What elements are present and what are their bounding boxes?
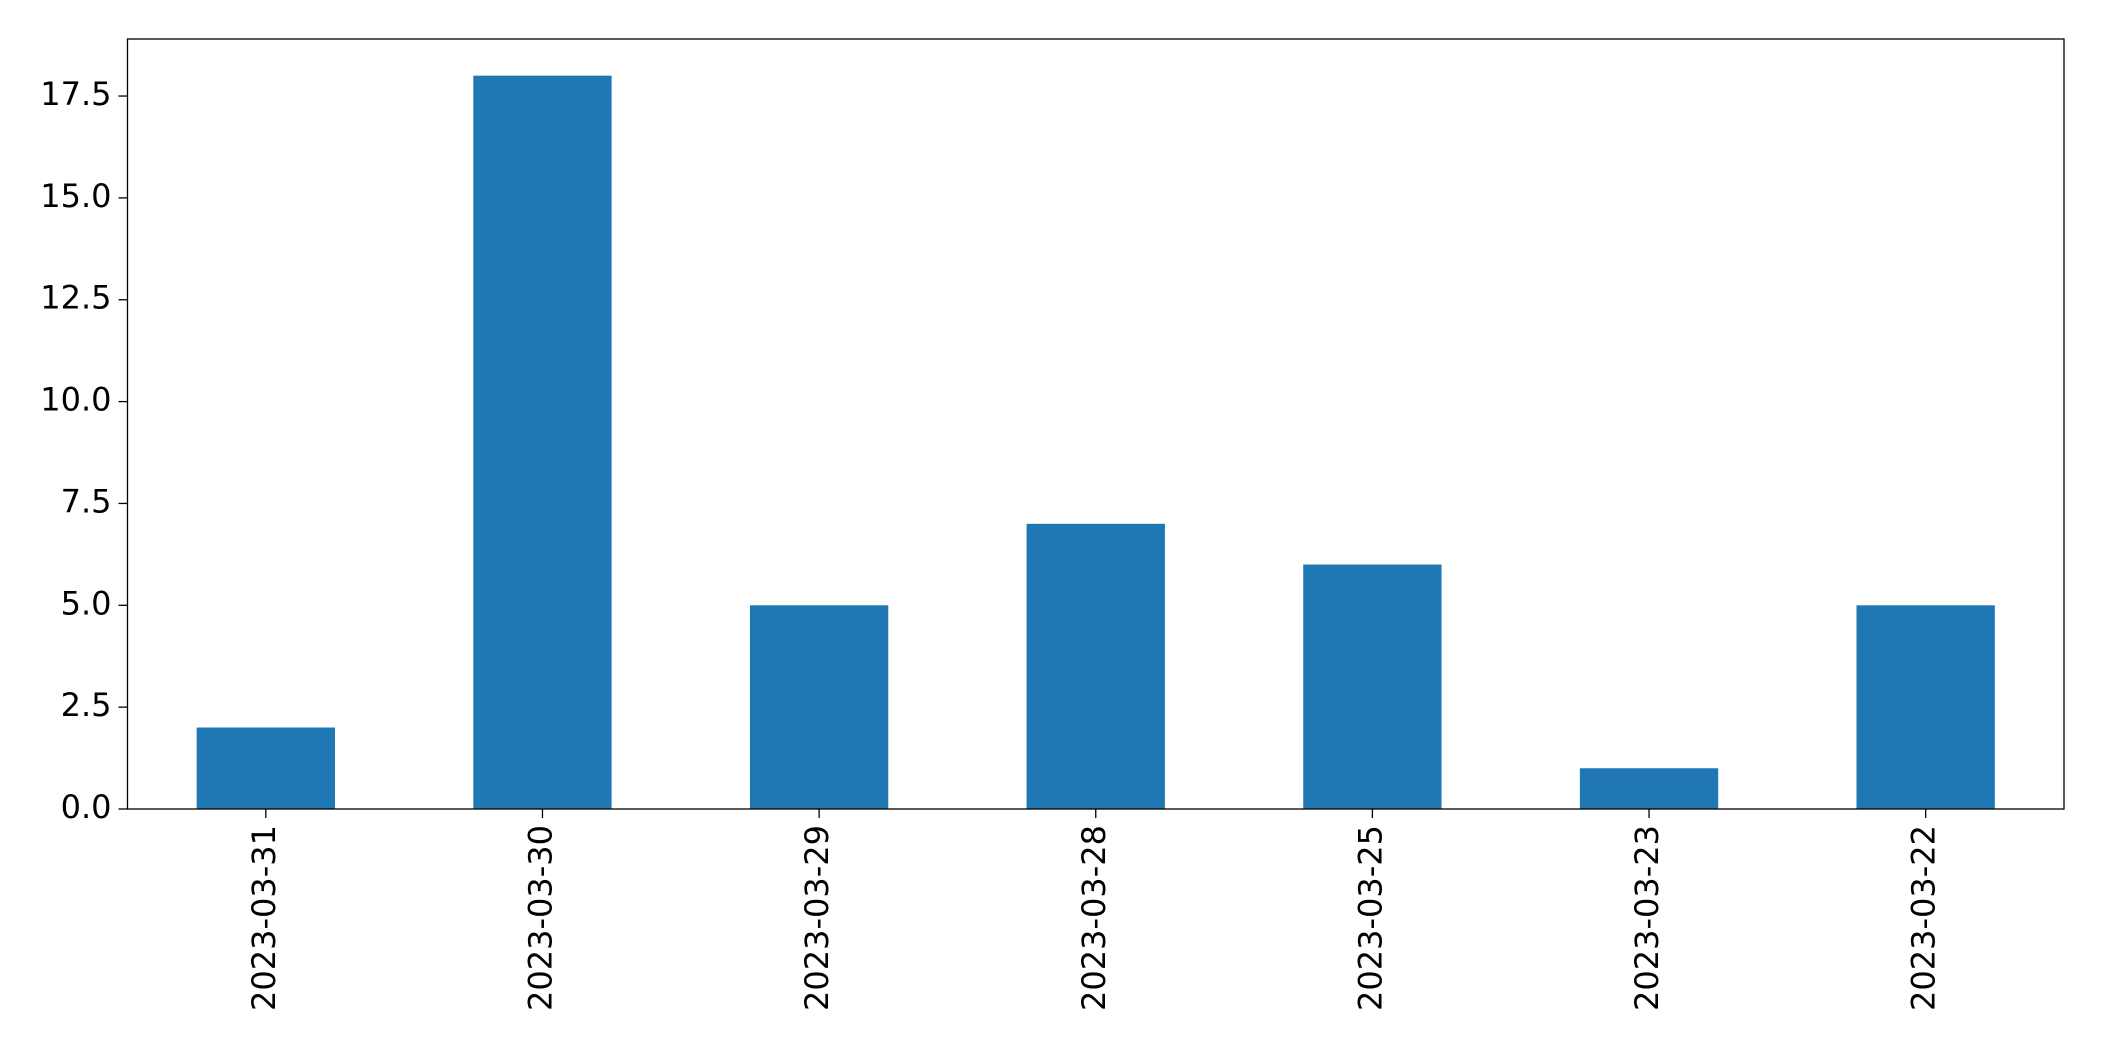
plot-frame (126, 38, 2065, 810)
y-tick-label: 15.0 (40, 177, 111, 215)
y-tick-label: 2.5 (61, 686, 112, 724)
bar (1303, 564, 1442, 809)
x-tick-label: 2023-03-28 (1075, 825, 1113, 1011)
bar (1579, 768, 1719, 809)
bar (473, 75, 612, 809)
bar (1856, 605, 1995, 809)
y-tick-label: 17.5 (40, 75, 111, 113)
bar (196, 727, 335, 809)
x-tick-label: 2023-03-25 (1351, 825, 1389, 1011)
x-tick-label: 2023-03-23 (1628, 825, 1666, 1011)
x-tick-label: 2023-03-22 (1905, 825, 1943, 1011)
y-tick-label: 0.0 (61, 788, 112, 826)
y-tick-label: 7.5 (61, 482, 112, 520)
x-tick-label: 2023-03-29 (798, 825, 836, 1011)
y-tick-label: 5.0 (61, 584, 112, 622)
bar (749, 605, 889, 809)
y-tick-label: 12.5 (40, 279, 111, 317)
bar (1026, 523, 1165, 809)
x-tick-label: 2023-03-30 (521, 825, 559, 1011)
y-tick-label: 10.0 (40, 381, 111, 419)
x-tick-label: 2023-03-31 (245, 825, 283, 1011)
